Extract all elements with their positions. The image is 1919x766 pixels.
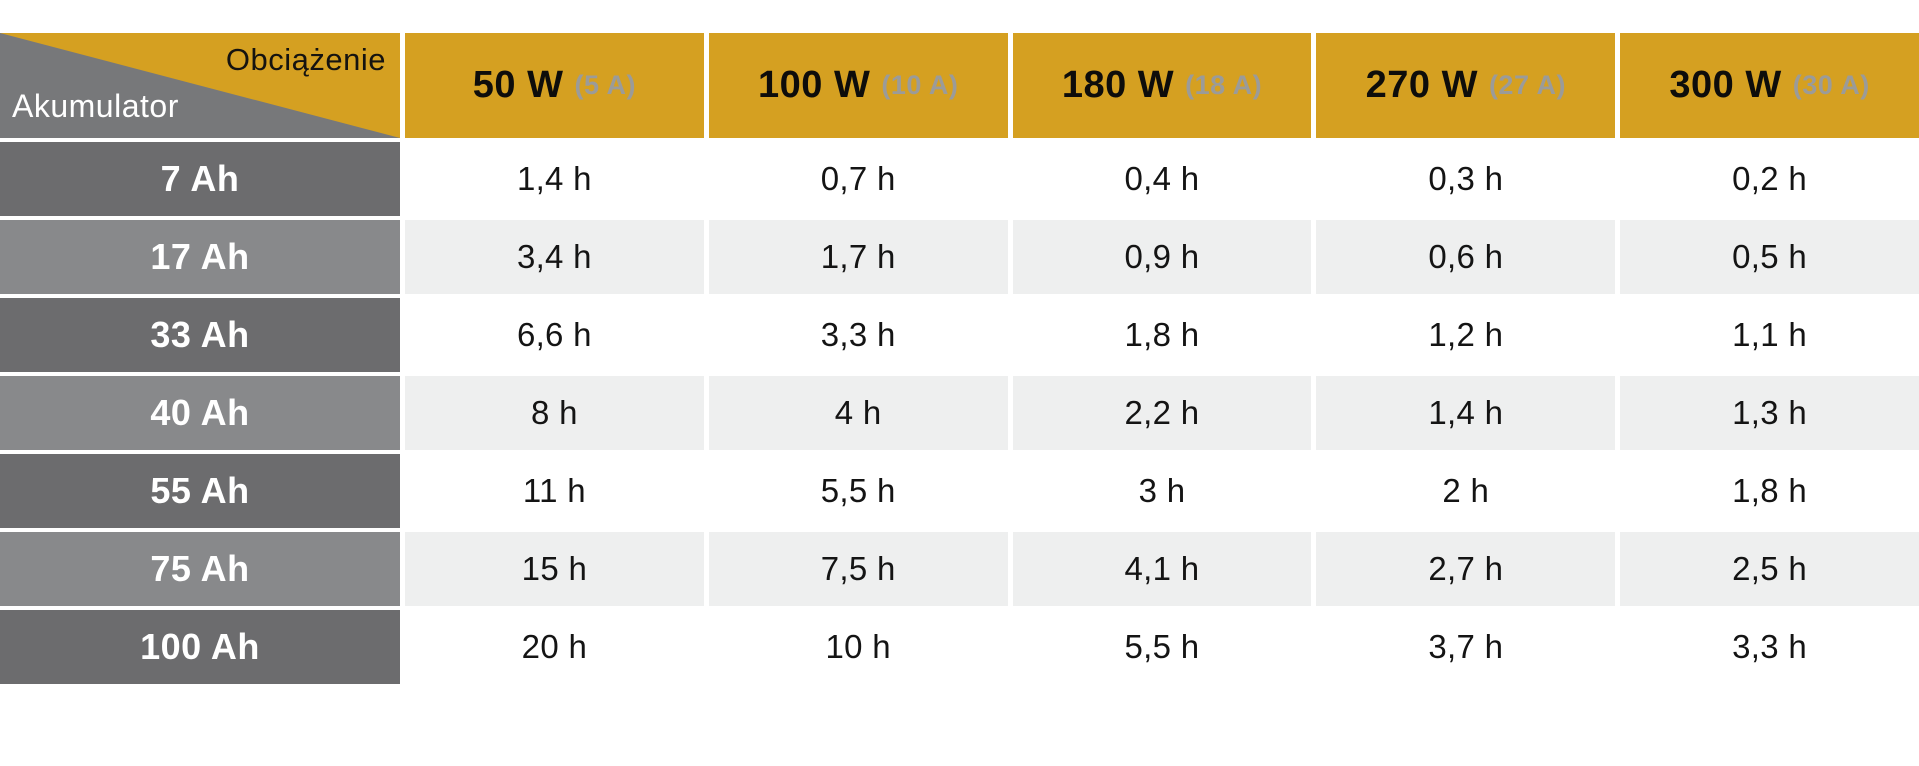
table-cell: 8 h	[405, 376, 704, 450]
table-cell: 4 h	[708, 376, 1008, 450]
table-cell: 6,6 h	[405, 298, 704, 372]
column-header-100w: 100 W (10 A)	[708, 33, 1008, 138]
table-cell: 0,4 h	[1012, 142, 1312, 216]
table-cell: 0,2 h	[1620, 142, 1919, 216]
table-cell: 3,7 h	[1316, 610, 1616, 684]
amps-label: (27 A)	[1488, 70, 1566, 100]
table-cell: 11 h	[405, 454, 704, 528]
row-header-40ah: 40 Ah	[0, 376, 400, 450]
row-header-33ah: 33 Ah	[0, 298, 400, 372]
column-header-50w: 50 W (5 A)	[405, 33, 704, 138]
table-cell: 0,3 h	[1316, 142, 1616, 216]
corner-header-cell: Obciążenie Akumulator	[0, 33, 400, 138]
power-label: 300 W	[1669, 64, 1782, 106]
table-cell: 2,5 h	[1620, 532, 1919, 606]
power-label: 50 W	[472, 64, 564, 106]
power-label: 180 W	[1061, 64, 1175, 106]
table-cell: 1,2 h	[1316, 298, 1616, 372]
table-cell: 0,6 h	[1316, 220, 1616, 294]
row-header-75ah: 75 Ah	[0, 532, 400, 606]
amps-label: (30 A)	[1792, 70, 1870, 100]
runtime-grid: Obciążenie Akumulator 50 W (5 A) 100 W (…	[0, 33, 1919, 684]
table-cell: 4,1 h	[1012, 532, 1312, 606]
table-cell: 20 h	[405, 610, 704, 684]
row-header-55ah: 55 Ah	[0, 454, 400, 528]
table-cell: 1,3 h	[1620, 376, 1919, 450]
table-cell: 2,2 h	[1012, 376, 1312, 450]
table-cell: 7,5 h	[708, 532, 1008, 606]
table-cell: 3,4 h	[405, 220, 704, 294]
table-cell: 3 h	[1012, 454, 1312, 528]
amps-label: (5 A)	[574, 70, 636, 100]
amps-label: (18 A)	[1185, 70, 1263, 100]
row-header-100ah: 100 Ah	[0, 610, 400, 684]
table-cell: 1,8 h	[1012, 298, 1312, 372]
table-cell: 2,7 h	[1316, 532, 1616, 606]
column-header-270w: 270 W (27 A)	[1316, 33, 1616, 138]
power-label: 270 W	[1365, 64, 1478, 106]
column-header-180w: 180 W (18 A)	[1012, 33, 1312, 138]
table-cell: 0,7 h	[708, 142, 1008, 216]
table-cell: 5,5 h	[708, 454, 1008, 528]
table-cell: 0,5 h	[1620, 220, 1919, 294]
table-cell: 1,1 h	[1620, 298, 1919, 372]
row-header-7ah: 7 Ah	[0, 142, 400, 216]
column-header-300w: 300 W (30 A)	[1620, 33, 1919, 138]
table-cell: 1,8 h	[1620, 454, 1919, 528]
row-header-17ah: 17 Ah	[0, 220, 400, 294]
battery-axis-label: Akumulator	[12, 88, 179, 124]
table-cell: 1,4 h	[405, 142, 704, 216]
table-cell: 3,3 h	[708, 298, 1008, 372]
table-cell: 1,4 h	[1316, 376, 1616, 450]
table-cell: 2 h	[1316, 454, 1616, 528]
table-cell: 15 h	[405, 532, 704, 606]
table-cell: 10 h	[708, 610, 1008, 684]
table-cell: 0,9 h	[1012, 220, 1312, 294]
load-axis-label: Obciążenie	[225, 42, 386, 77]
amps-label: (10 A)	[881, 70, 959, 100]
power-label: 100 W	[758, 64, 871, 106]
table-cell: 1,7 h	[708, 220, 1008, 294]
table-cell: 3,3 h	[1620, 610, 1919, 684]
table-cell: 5,5 h	[1012, 610, 1312, 684]
